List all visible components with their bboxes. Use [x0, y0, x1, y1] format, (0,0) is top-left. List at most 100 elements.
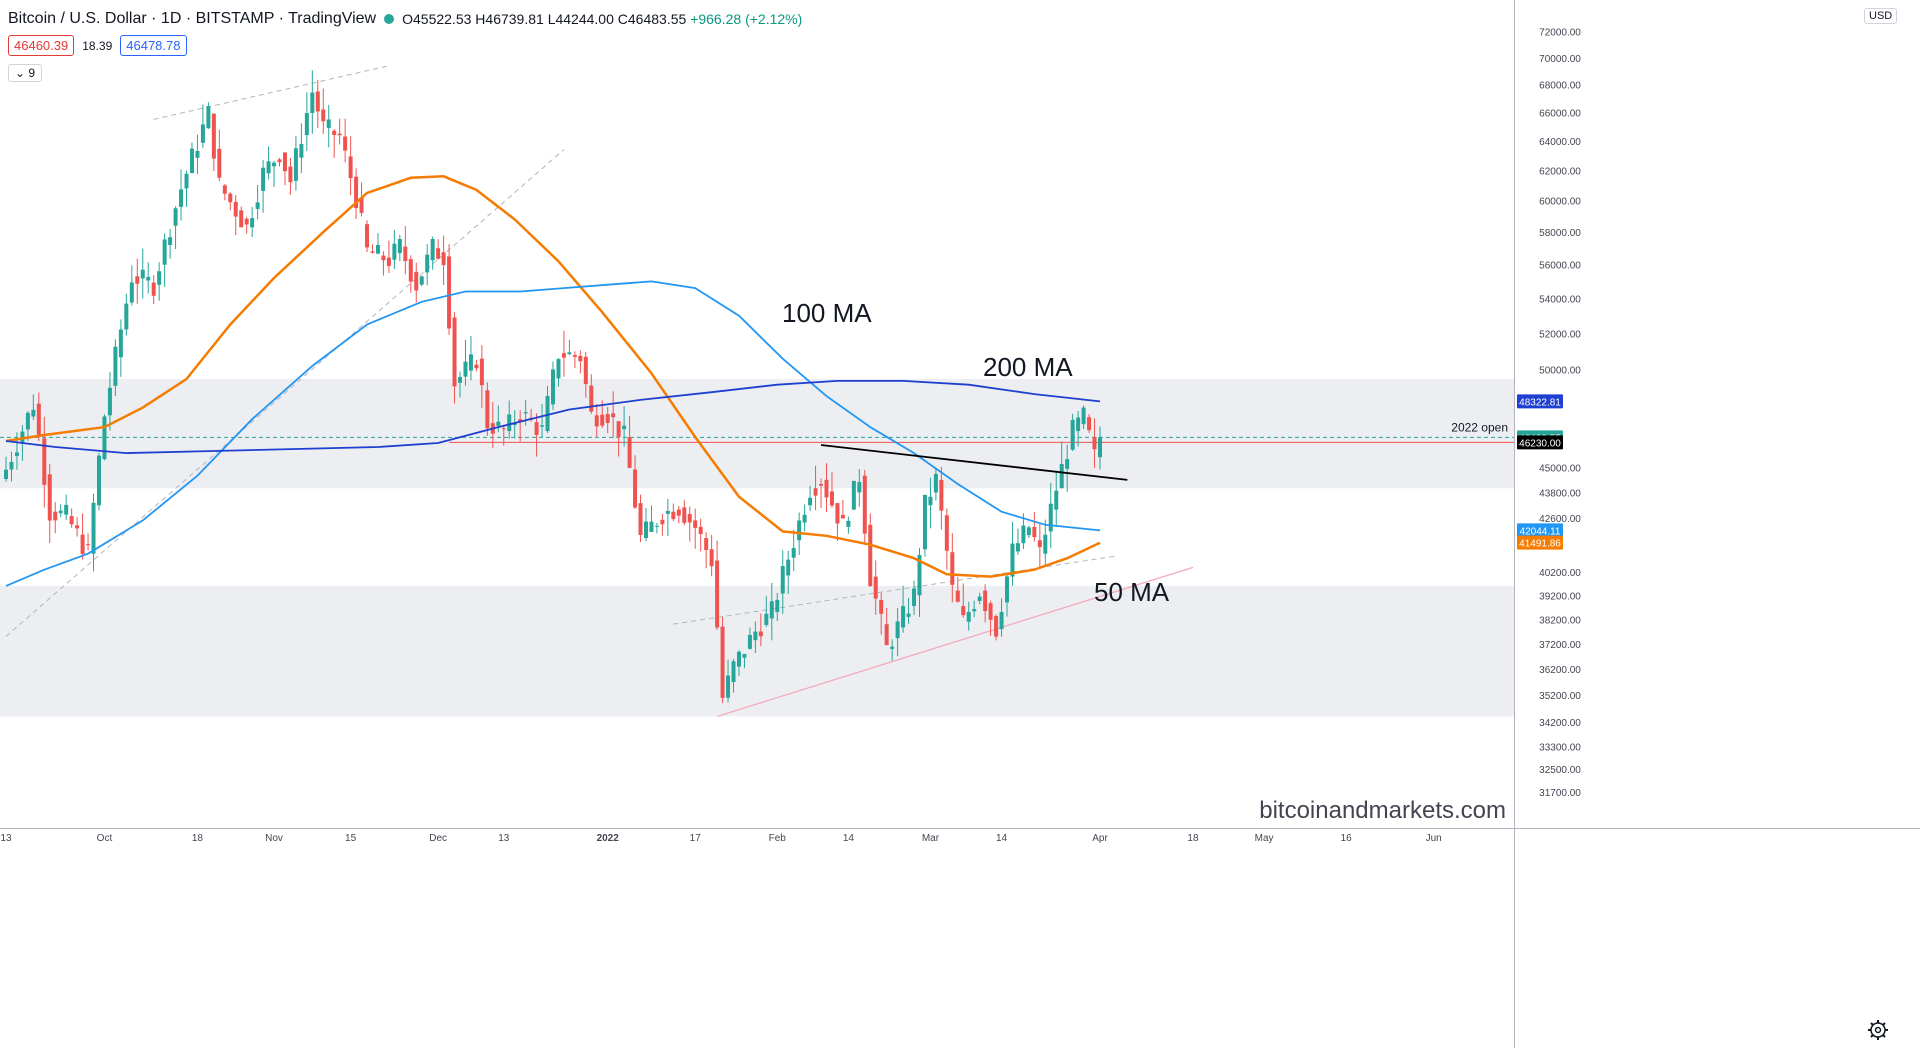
y-tick-label: 72000.00	[1539, 28, 1581, 39]
symbol-title[interactable]: Bitcoin / U.S. Dollar · 1D · BITSTAMP · …	[8, 10, 377, 27]
candle-body	[113, 346, 118, 386]
candle-body	[359, 197, 364, 213]
price-tag-bg	[1517, 535, 1563, 550]
candle-body	[671, 511, 676, 520]
spread-value: 18.39	[82, 38, 113, 53]
candle-body	[58, 510, 63, 514]
candle-body	[408, 259, 413, 282]
candle-body	[1059, 464, 1064, 489]
candle-body	[189, 148, 194, 173]
candle-body	[660, 519, 665, 525]
candle-body	[851, 480, 856, 510]
candle-body	[616, 421, 621, 437]
x-tick-label: 18	[1187, 833, 1199, 844]
price-tag-label: 42044.11	[1520, 526, 1561, 537]
x-tick-label: Jun	[1426, 833, 1442, 844]
candle-body	[200, 124, 205, 143]
candle-body	[802, 514, 807, 523]
candle-body	[742, 653, 747, 658]
candle-body	[983, 590, 988, 611]
candle-body	[250, 218, 255, 228]
candle-body	[747, 634, 752, 649]
price-tag-label: 41491.86	[1519, 539, 1561, 550]
buy-price-button[interactable]: 46478.78	[120, 35, 187, 56]
candle-body	[321, 109, 326, 122]
currency-selector[interactable]: USD	[1864, 8, 1898, 24]
y-tick-label: 52000.00	[1539, 329, 1581, 340]
candle-body	[523, 412, 528, 414]
ohlc-readout: O45522.53 H46739.81 L44244.00 C46483.55 …	[402, 11, 802, 27]
y-tick-label: 45000.00	[1539, 463, 1581, 474]
y-tick-label: 50000.00	[1539, 366, 1581, 377]
y-tick-label: 43800.00	[1539, 488, 1581, 499]
candle-body	[687, 513, 692, 523]
x-tick-label: Dec	[429, 833, 447, 844]
gear-icon[interactable]	[1866, 1018, 1890, 1042]
candle-body	[479, 358, 484, 386]
candle-body	[195, 150, 200, 158]
close-value: C46483.55	[617, 11, 687, 27]
candle-body	[704, 538, 709, 551]
price-tag-bg	[1517, 523, 1563, 538]
candle-body	[452, 317, 457, 387]
candle-body	[140, 269, 145, 279]
bid-ask-row: 46460.39 18.39 46478.78	[8, 35, 187, 56]
candle-body	[474, 364, 479, 369]
ma100-annotation: 100 MA	[782, 298, 872, 328]
candle-body	[862, 475, 867, 534]
indicators-toggle-button[interactable]: ⌄ 9	[8, 64, 43, 82]
candle-body	[994, 616, 999, 637]
candle-body	[310, 92, 315, 114]
high-value: H46739.81	[475, 11, 544, 27]
candle-body	[1005, 576, 1010, 603]
candle-body	[540, 425, 545, 427]
y-tick-label: 33300.00	[1539, 743, 1581, 754]
candle-body	[977, 596, 982, 601]
candle-body	[485, 390, 490, 429]
candle-body	[682, 507, 687, 523]
candle-body	[715, 560, 720, 628]
candle-body	[819, 484, 824, 486]
candle-body	[343, 136, 348, 151]
y-tick-label: 37200.00	[1539, 640, 1581, 651]
candle-body	[633, 469, 638, 508]
candle-body	[605, 414, 610, 423]
candle-body	[578, 355, 583, 362]
candle-body	[168, 237, 173, 245]
ma-line-100ma	[5, 280, 1101, 587]
candle-body	[419, 276, 424, 285]
candle-body	[753, 631, 758, 641]
candle-body	[1015, 543, 1020, 552]
candle-body	[944, 515, 949, 551]
y-tick-label: 66000.00	[1539, 108, 1581, 119]
candle-body	[282, 152, 287, 172]
candle-body	[403, 246, 408, 262]
candle-body	[463, 361, 468, 377]
candle-body	[151, 282, 156, 296]
candle-body	[1010, 543, 1015, 577]
x-tick-label: May	[1255, 833, 1274, 844]
change-value: +966.28 (+2.12%)	[690, 11, 803, 27]
candle-body	[922, 494, 927, 550]
candle-body	[698, 526, 703, 535]
candle-body	[447, 256, 452, 329]
x-tick-label: 14	[996, 833, 1008, 844]
candle-body	[868, 524, 873, 587]
candle-body	[791, 547, 796, 558]
candle-body	[146, 276, 151, 281]
candle-body	[786, 559, 791, 576]
dashed-trendline-up	[5, 149, 565, 637]
candle-body	[879, 600, 884, 614]
candle-body	[955, 590, 960, 602]
candle-body	[764, 613, 769, 625]
candle-body	[709, 549, 714, 567]
candle-body	[107, 387, 112, 416]
candle-body	[1048, 503, 1053, 532]
candle-body	[118, 329, 123, 358]
candle-body	[436, 248, 441, 259]
indicators-count: 9	[28, 66, 36, 80]
candle-body	[75, 525, 80, 529]
candle-body	[512, 423, 517, 426]
sell-price-button[interactable]: 46460.39	[8, 35, 75, 56]
